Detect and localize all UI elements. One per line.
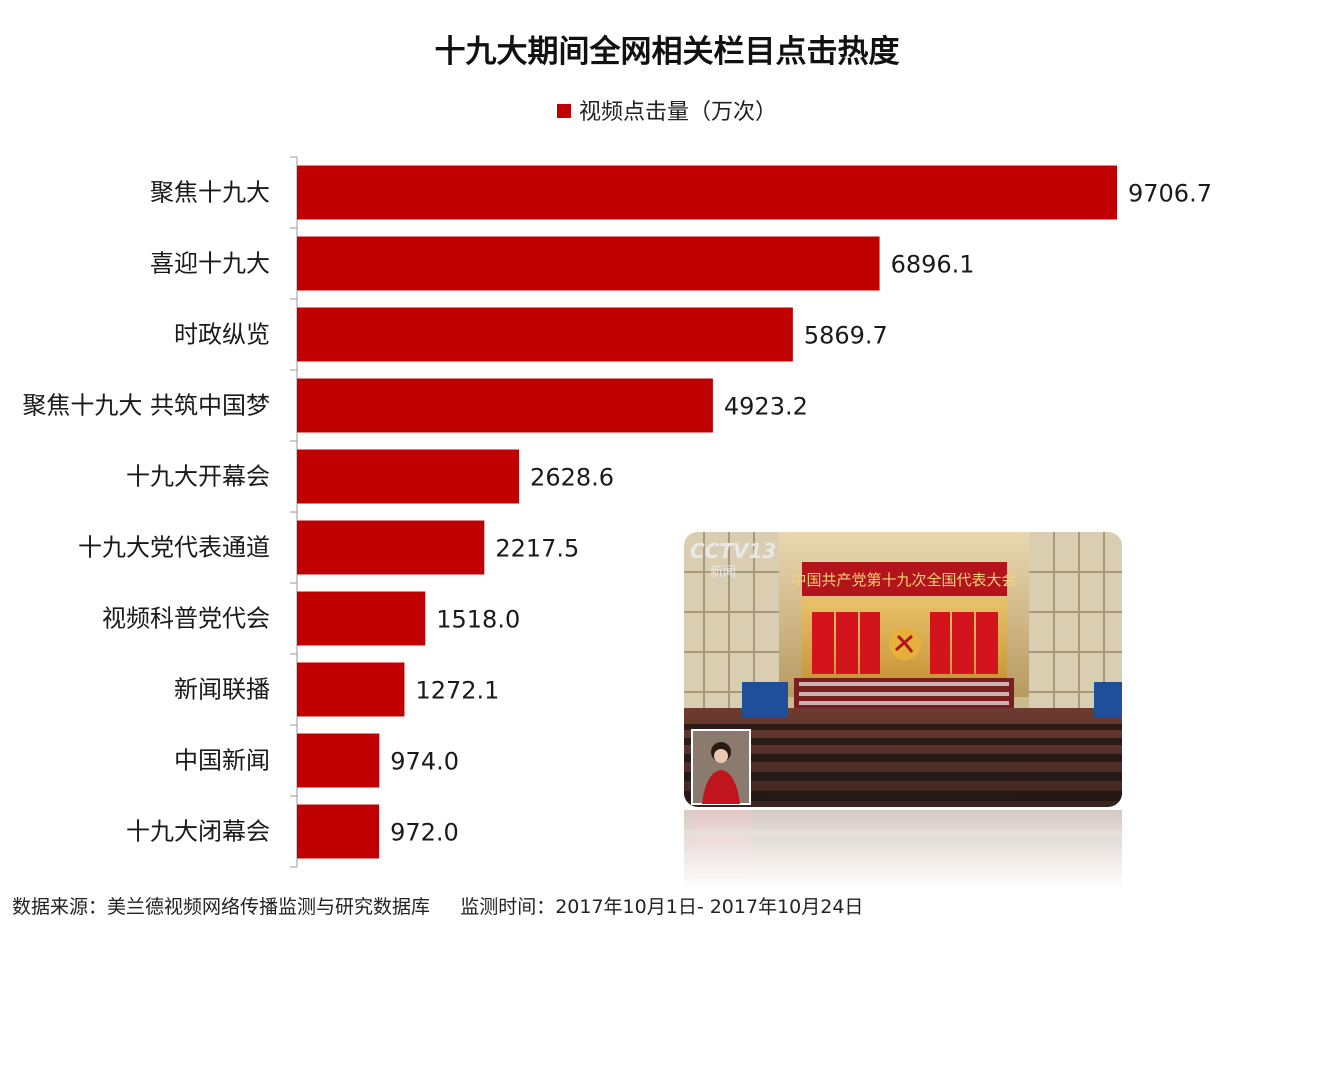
channel-sub: 新闻 — [710, 564, 736, 580]
bar — [297, 662, 405, 717]
banner-text: 中国共产党第十九次全国代表大会 — [791, 571, 1016, 589]
value-label: 2628.6 — [530, 464, 614, 492]
bar — [297, 520, 485, 575]
value-label: 4923.2 — [724, 393, 808, 421]
value-label: 2217.5 — [495, 535, 579, 563]
chart-title: 十九大期间全网相关栏目点击热度 — [434, 34, 900, 70]
bar — [297, 307, 793, 362]
bar — [297, 236, 880, 291]
category-label: 聚焦十九大 共筑中国梦 — [22, 392, 270, 420]
legend-label: 视频点击量（万次） — [578, 100, 777, 125]
bar — [297, 733, 380, 788]
category-label: 视频科普党代会 — [102, 605, 270, 633]
value-label: 6896.1 — [891, 251, 975, 279]
bar — [297, 165, 1117, 220]
value-label: 972.0 — [390, 819, 459, 847]
bar — [297, 591, 426, 646]
source-note: 数据来源：美兰德视频网络传播监测与研究数据库 监测时间：2017年10月1日- … — [12, 896, 864, 918]
legend-swatch — [556, 104, 571, 118]
photo-reflection — [684, 810, 1122, 890]
legend: 视频点击量（万次） — [0, 94, 1334, 126]
channel-logo: CCTV13 — [690, 539, 776, 563]
bar — [297, 449, 520, 504]
bars: 9706.7 6896.1 5869.7 4923.2 2628.6 2217.5 1518… — [297, 165, 1212, 859]
value-label: 1272.1 — [415, 677, 499, 705]
bar — [297, 378, 713, 433]
category-label: 十九大开幕会 — [126, 463, 270, 491]
category-label: 聚焦十九大 — [150, 179, 270, 207]
category-label: 中国新闻 — [174, 747, 270, 775]
bar — [297, 804, 380, 859]
category-label: 十九大党代表通道 — [78, 534, 270, 562]
value-label: 974.0 — [390, 748, 459, 776]
value-label: 9706.7 — [1128, 180, 1212, 208]
category-label: 十九大闭幕会 — [126, 818, 270, 846]
category-label: 喜迎十九大 — [150, 250, 270, 278]
category-label: 新闻联播 — [174, 676, 270, 704]
value-label: 1518.0 — [436, 606, 520, 634]
value-label: 5869.7 — [804, 322, 888, 350]
congress-photo: 中国共产党第十九次全国代表大会 — [684, 532, 1122, 807]
category-label: 时政纵览 — [174, 321, 270, 349]
